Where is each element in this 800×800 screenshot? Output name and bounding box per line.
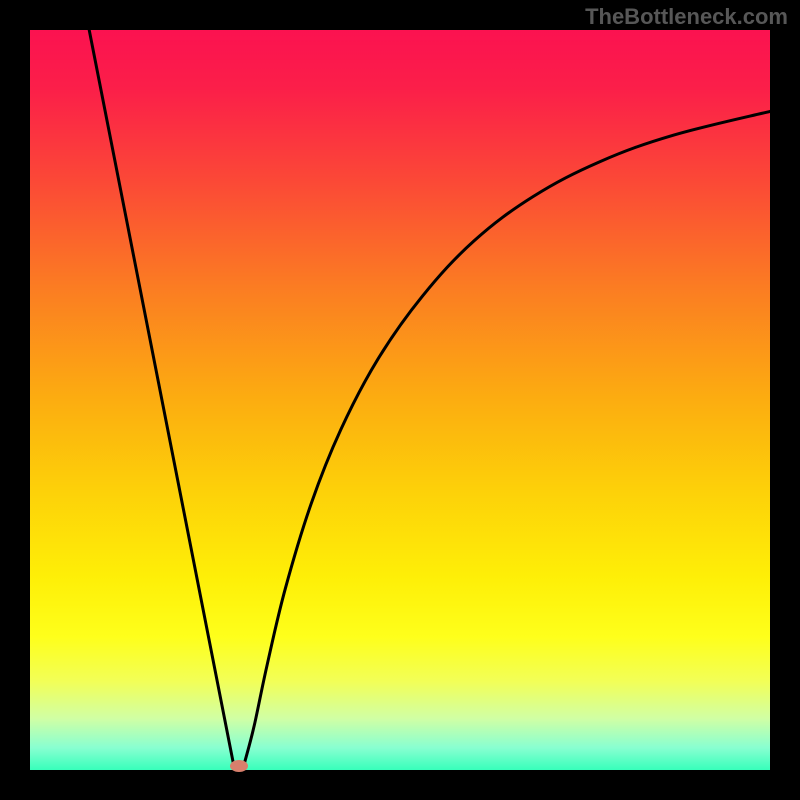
watermark-text: TheBottleneck.com <box>585 4 788 30</box>
curve-layer <box>30 30 770 770</box>
figure-root: TheBottleneck.com <box>0 0 800 800</box>
minimum-marker <box>230 760 248 772</box>
plot-area <box>30 30 770 770</box>
bottleneck-curve <box>89 30 770 764</box>
